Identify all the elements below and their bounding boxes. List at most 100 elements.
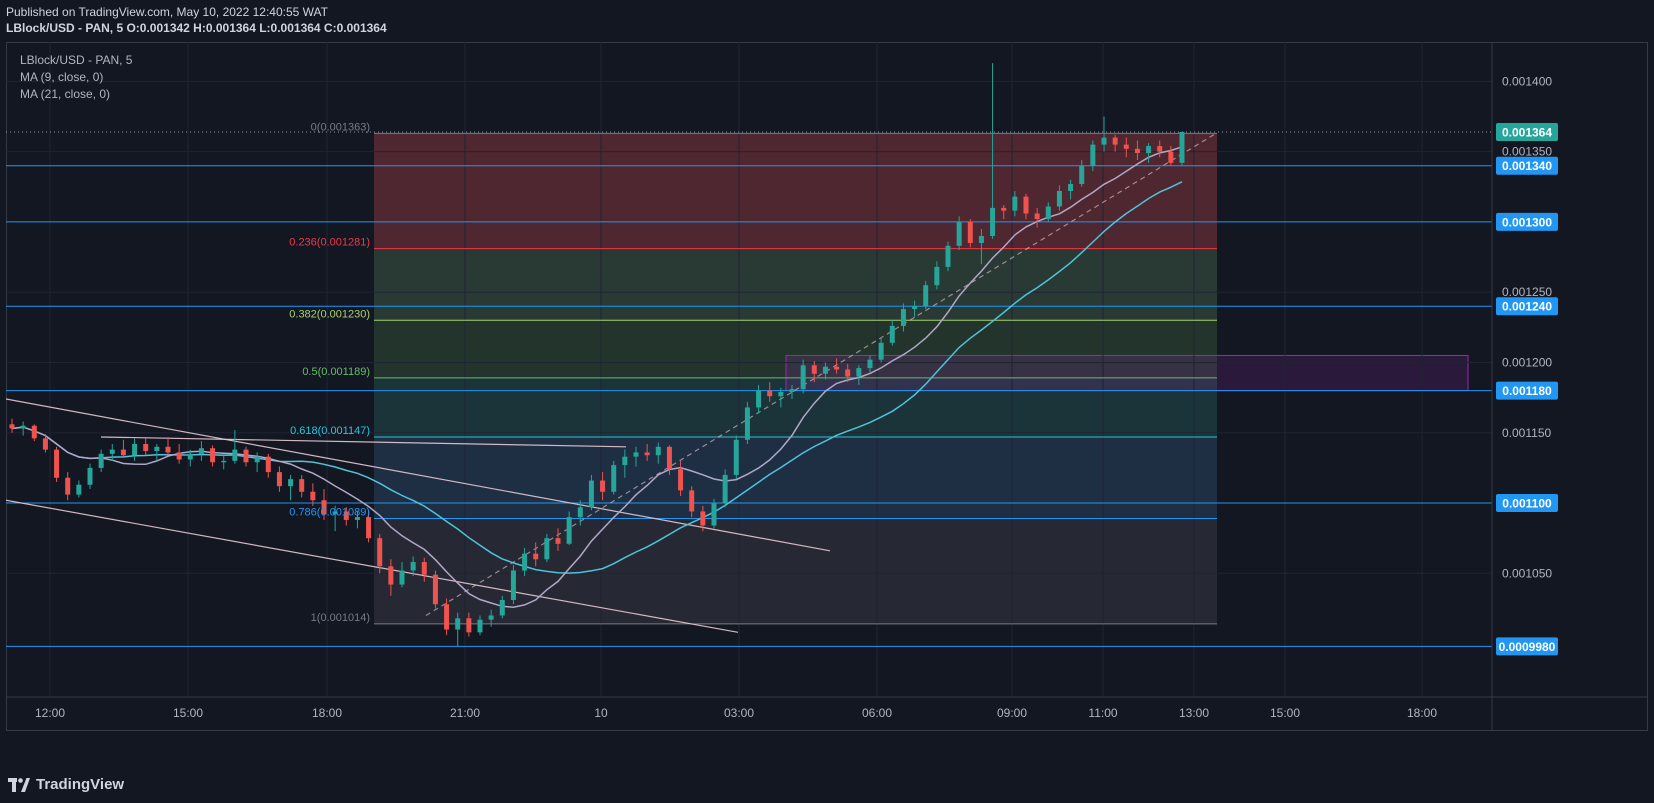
legend-ma9[interactable]: MA (9, close, 0)	[20, 70, 104, 84]
candle[interactable]	[588, 480, 594, 508]
candle[interactable]	[555, 538, 561, 544]
candle[interactable]	[666, 446, 672, 470]
candle[interactable]	[399, 570, 405, 585]
candle[interactable]	[432, 574, 438, 605]
candle[interactable]	[477, 619, 483, 633]
candle[interactable]	[455, 618, 461, 630]
candle[interactable]	[343, 511, 349, 520]
candle[interactable]	[1101, 137, 1107, 145]
candle[interactable]	[1168, 151, 1174, 163]
candle[interactable]	[789, 389, 795, 392]
candle[interactable]	[744, 407, 750, 440]
candle[interactable]	[76, 484, 82, 495]
candle[interactable]	[822, 366, 828, 374]
candle[interactable]	[644, 452, 650, 456]
candle[interactable]	[967, 221, 973, 243]
level-price-badge[interactable]: 0.001340	[1496, 156, 1558, 175]
candle[interactable]	[354, 517, 360, 520]
candle[interactable]	[176, 452, 182, 460]
candle[interactable]	[878, 342, 884, 360]
candle[interactable]	[622, 456, 628, 466]
candle[interactable]	[276, 472, 282, 487]
candle[interactable]	[132, 443, 138, 456]
candle[interactable]	[577, 507, 583, 518]
candle[interactable]	[488, 615, 494, 620]
candle[interactable]	[689, 490, 695, 512]
level-price-badge[interactable]: 0.001100	[1496, 494, 1558, 513]
candle[interactable]	[1068, 183, 1074, 191]
candle[interactable]	[421, 562, 427, 575]
candle[interactable]	[9, 424, 15, 429]
candle[interactable]	[444, 604, 450, 630]
candle[interactable]	[990, 207, 996, 236]
candle[interactable]	[165, 446, 171, 453]
candle[interactable]	[1034, 213, 1040, 220]
candle[interactable]	[655, 446, 661, 456]
candle[interactable]	[856, 368, 862, 377]
candle[interactable]	[533, 553, 539, 560]
candle[interactable]	[87, 467, 93, 485]
candle[interactable]	[288, 479, 294, 487]
level-price-badge[interactable]: 0.001300	[1496, 212, 1558, 231]
candle[interactable]	[388, 566, 394, 585]
candle[interactable]	[210, 448, 216, 463]
candle[interactable]	[566, 517, 572, 544]
candle[interactable]	[923, 285, 929, 307]
candle[interactable]	[20, 425, 26, 429]
candle[interactable]	[366, 517, 372, 539]
candle[interactable]	[912, 306, 918, 310]
candle[interactable]	[120, 449, 126, 456]
candle[interactable]	[811, 365, 817, 374]
candle[interactable]	[678, 469, 684, 491]
ma21-line[interactable]	[11, 181, 1183, 574]
candle[interactable]	[154, 446, 160, 452]
candle[interactable]	[722, 474, 728, 504]
candle[interactable]	[109, 449, 115, 454]
candle[interactable]	[1023, 196, 1029, 214]
candle[interactable]	[956, 221, 962, 246]
candle[interactable]	[1146, 146, 1152, 154]
candle[interactable]	[254, 456, 260, 463]
candle[interactable]	[544, 538, 550, 560]
chart-frame[interactable]: 0.001400 0.001350 0.001250 0.001200 0.001150…	[6, 42, 1648, 768]
candle[interactable]	[900, 309, 906, 326]
candle[interactable]	[54, 449, 60, 478]
candle[interactable]	[377, 538, 383, 567]
candle[interactable]	[332, 511, 338, 515]
legend-ma21[interactable]: MA (21, close, 0)	[20, 87, 111, 101]
candle[interactable]	[1012, 196, 1018, 211]
candle[interactable]	[1134, 148, 1140, 154]
level-price-badge[interactable]: 0.0009980	[1496, 637, 1558, 656]
candle[interactable]	[410, 562, 416, 571]
candle[interactable]	[232, 449, 238, 461]
candle[interactable]	[42, 438, 48, 450]
trendline[interactable]	[6, 398, 831, 552]
candle[interactable]	[31, 425, 37, 439]
candle[interactable]	[321, 500, 327, 515]
tradingview-logo[interactable]: TradingView	[8, 776, 124, 793]
candle[interactable]	[633, 452, 639, 457]
candle[interactable]	[1112, 137, 1118, 145]
candle[interactable]	[198, 448, 204, 454]
level-price-badge[interactable]: 0.001180	[1496, 381, 1558, 400]
candle[interactable]	[600, 480, 606, 492]
trendline[interactable]	[6, 499, 739, 633]
candle[interactable]	[1079, 165, 1085, 184]
candle[interactable]	[611, 465, 617, 492]
candle[interactable]	[65, 477, 71, 495]
candle[interactable]	[1090, 144, 1096, 166]
candle[interactable]	[1056, 190, 1062, 207]
candle[interactable]	[867, 359, 873, 369]
candle[interactable]	[1001, 207, 1007, 211]
current-price-badge[interactable]: 0.001364	[1496, 122, 1558, 141]
candle[interactable]	[466, 618, 472, 633]
candle[interactable]	[510, 570, 516, 601]
candle[interactable]	[711, 503, 717, 526]
candle[interactable]	[767, 390, 773, 397]
ma9-line[interactable]	[11, 146, 1183, 608]
candle[interactable]	[978, 235, 984, 243]
candle[interactable]	[1045, 206, 1051, 220]
candle[interactable]	[310, 491, 316, 501]
candle[interactable]	[1179, 131, 1185, 163]
candle[interactable]	[800, 365, 806, 390]
